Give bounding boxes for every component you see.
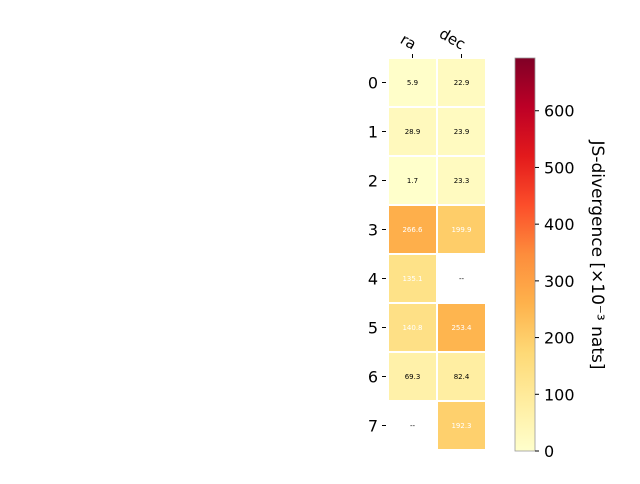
row-label: 6	[368, 368, 378, 387]
colorbar-label: JS-divergence [×10⁻³ nats]	[587, 140, 607, 370]
cell-value-label: 5.9	[407, 79, 418, 87]
column-label: dec	[436, 24, 468, 53]
colorbar	[514, 57, 536, 452]
heatmap-cell	[389, 59, 436, 106]
heatmap-cell	[438, 353, 485, 400]
cell-value-label: 253.4	[451, 324, 472, 332]
cell-value-label: 140.8	[402, 324, 422, 332]
cell-value-label: 23.3	[454, 177, 470, 185]
colorbar-tick-label: 200	[544, 329, 575, 348]
cell-value-label: 69.3	[405, 373, 421, 381]
heatmap-cell	[438, 304, 485, 351]
row-label: 3	[368, 221, 378, 240]
cell-value-labels: 5.9 22.9 28.9 23.9 1.7 23.3 266.6 199.9 135.1 -- 1…	[402, 79, 472, 430]
heatmap-cell	[438, 402, 485, 449]
colorbar-tick-label: 600	[544, 102, 575, 121]
cell-value-label: 199.9	[451, 226, 471, 234]
row-labels: 0 1 2 3 4 5 6 7	[368, 74, 386, 436]
cell-value-label: 266.6	[402, 226, 423, 234]
heatmap-cell	[389, 304, 436, 351]
heatmap-cell	[389, 108, 436, 155]
cell-value-label: 22.9	[454, 79, 470, 87]
row-label: 5	[368, 319, 378, 338]
cell-value-label: 1.7	[407, 177, 418, 185]
cell-value-label: 192.3	[451, 422, 471, 430]
cell-value-label: 82.4	[454, 373, 470, 381]
heatmap-cells	[389, 59, 485, 449]
heatmap-cell	[389, 206, 436, 253]
colorbar-tick-label: 300	[544, 272, 575, 291]
colorbar-tick-label: 400	[544, 215, 575, 234]
row-label: 1	[368, 123, 378, 142]
heatmap-cell	[438, 206, 485, 253]
column-label: ra	[397, 30, 419, 53]
column-labels: ra dec	[397, 24, 469, 58]
row-label: 7	[368, 417, 378, 436]
cell-value-label: 135.1	[402, 275, 422, 283]
row-label: 0	[368, 74, 378, 93]
heatmap-cell	[389, 157, 436, 204]
cell-value-label: --	[410, 422, 416, 430]
cell-value-label: 28.9	[405, 128, 421, 136]
colorbar-ticks: 0 100 200 300 400 500 600	[535, 102, 575, 461]
row-label: 4	[368, 270, 378, 289]
heatmap-cell	[389, 255, 436, 302]
heatmap-cell	[389, 353, 436, 400]
colorbar-tick-label: 100	[544, 385, 575, 404]
heatmap-cell	[438, 157, 485, 204]
heatmap-cell	[438, 108, 485, 155]
colorbar-tick-label: 500	[544, 158, 575, 177]
cell-value-label: --	[459, 275, 465, 283]
colorbar-tick-label: 0	[544, 442, 554, 461]
cell-value-label: 23.9	[454, 128, 470, 136]
row-label: 2	[368, 172, 378, 191]
heatmap-cell	[438, 59, 485, 106]
